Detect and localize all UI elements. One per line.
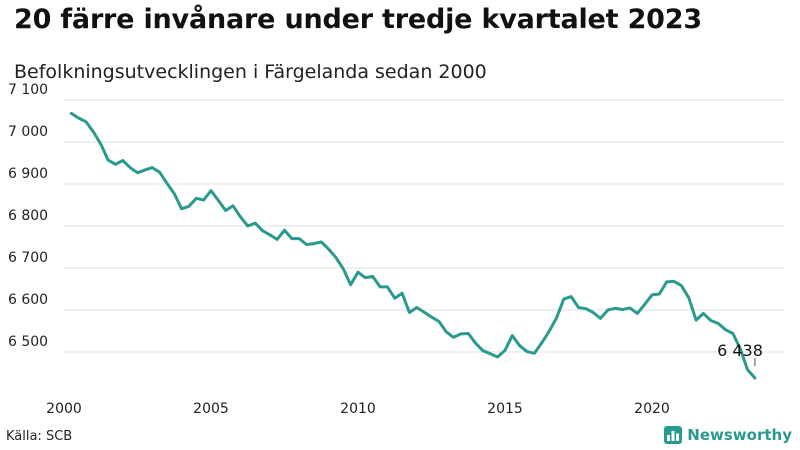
- chart-subtitle: Befolkningsutvecklingen i Färgelanda sed…: [14, 61, 487, 83]
- x-tick-label: 2015: [487, 401, 523, 417]
- chart-title: 20 färre invånare under tredje kvartalet…: [14, 4, 702, 35]
- x-axis-tick-labels: 2000 2005 2010 2015 2020: [46, 401, 670, 417]
- y-tick-label: 6 900: [8, 166, 48, 182]
- series-line: [69, 111, 757, 380]
- y-axis-tick-labels: 6 500 6 600 6 700 6 800 6 900 7 000 7 100: [8, 82, 48, 350]
- y-tick-label: 6 500: [8, 334, 48, 350]
- y-tick-label: 6 800: [8, 208, 48, 224]
- brand-logo: Newsworthy: [664, 426, 792, 444]
- gridlines: [64, 99, 785, 353]
- bar-chart-icon: [664, 426, 683, 444]
- y-tick-label: 7 100: [8, 82, 48, 98]
- brand-name: Newsworthy: [687, 426, 792, 444]
- source-note: Källa: SCB: [6, 429, 73, 444]
- x-tick-label: 2005: [193, 401, 229, 417]
- y-tick-label: 6 700: [8, 250, 48, 266]
- x-tick-label: 2010: [340, 401, 376, 417]
- series-layer: [69, 111, 757, 380]
- y-tick-label: 7 000: [8, 124, 48, 140]
- annotation-layer: 6 438: [717, 341, 763, 367]
- x-tick-label: 2020: [634, 401, 670, 417]
- x-tick-label: 2000: [46, 401, 82, 417]
- y-tick-label: 6 600: [8, 292, 48, 308]
- end-value-label: 6 438: [717, 341, 763, 360]
